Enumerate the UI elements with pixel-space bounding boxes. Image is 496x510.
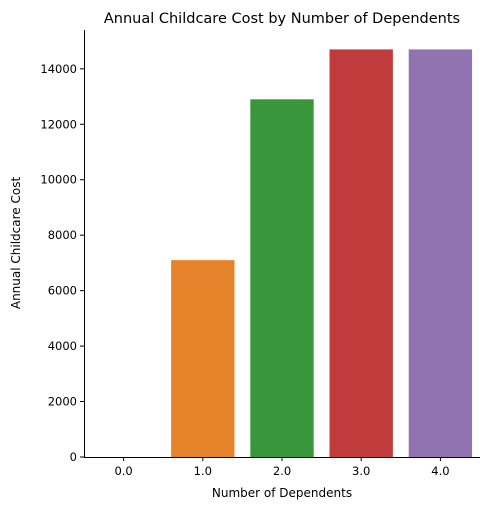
y-tick-label: 4000	[48, 339, 77, 353]
y-axis-ticks: 0 2000 4000 6000 8000 10000 12000 14000	[40, 62, 84, 464]
y-tick-label: 0	[70, 450, 77, 464]
y-tick-label: 2000	[48, 395, 77, 409]
y-tick-label: 8000	[48, 228, 77, 242]
x-axis-ticks: 0.0 1.0 2.0 3.0 4.0	[114, 457, 450, 478]
y-tick-label: 12000	[40, 117, 77, 131]
x-tick-label: 3.0	[352, 464, 370, 478]
bar-4.0	[408, 49, 473, 458]
x-tick-label: 0.0	[114, 464, 132, 478]
x-axis-label: Number of Dependents	[212, 486, 352, 500]
x-tick-label: 2.0	[273, 464, 291, 478]
y-axis-label: Annual Childcare Cost	[9, 177, 23, 310]
y-tick-label: 14000	[40, 62, 77, 76]
bar-3.0	[329, 49, 393, 458]
y-tick-label: 10000	[40, 173, 77, 187]
y-tick-label: 6000	[48, 284, 77, 298]
bar-1.0	[171, 260, 235, 457]
x-tick-label: 4.0	[431, 464, 449, 478]
bars-group	[171, 49, 473, 458]
chart-title: Annual Childcare Cost by Number of Depen…	[104, 11, 460, 27]
x-tick-label: 1.0	[194, 464, 212, 478]
bar-2.0	[250, 99, 314, 458]
